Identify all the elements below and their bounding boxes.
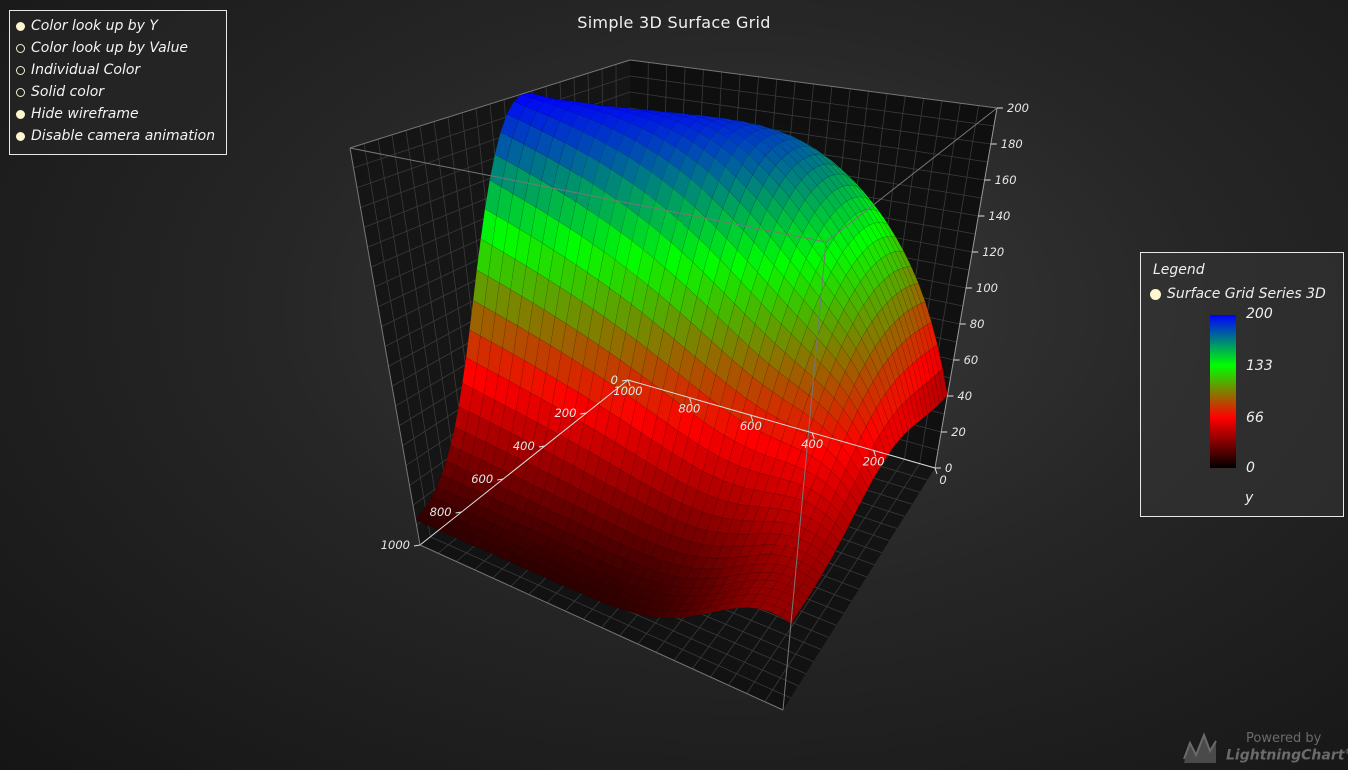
option-color-lookup-value[interactable]: Color look up by Value [10,37,226,59]
option-label: Hide wireframe [31,106,139,122]
x-tick-mark [811,432,815,439]
x-tick-mark [750,415,754,422]
legend-dot-icon [1150,288,1161,300]
legend-entry-label: Surface Grid Series 3D [1167,286,1326,302]
x-tick-label: 400 [801,437,823,451]
option-individual-color[interactable]: Individual Color [10,59,226,81]
left-wall-gridline [353,75,631,169]
z-tick-label: 200 [554,406,576,420]
y-tick-label: 80 [970,317,985,331]
y-tick-label: 120 [982,245,1004,259]
chart-frame [349,59,998,711]
x-tick-label: 800 [678,402,700,416]
left-wall-gridline [391,134,452,521]
option-label: Disable camera animation [31,128,216,144]
scale-label-min: 0 [1246,460,1255,476]
brand-mark: ® [1344,747,1348,756]
z-axis-line [419,379,629,546]
lightningchart-logo-icon [1183,732,1217,763]
radio-indicator [16,65,25,75]
surface-mesh [415,92,948,625]
options-panel: Color look up by Y Color look up by Valu… [9,10,227,155]
y-tick-label: 200 [1007,101,1029,115]
z-tick-label: 600 [471,472,493,486]
brand-name: LightningChart® [1226,747,1348,764]
lightningchart-logo[interactable]: Powered by LightningChart® [1180,727,1348,767]
frame-edge [782,241,827,711]
x-tick-label: 200 [863,454,885,468]
frame-edge [349,59,631,149]
radio-indicator [16,21,25,31]
checkbox-indicator [16,131,25,141]
floor-gridline [430,536,791,699]
z-tick-mark [538,445,545,448]
z-tick-mark [621,379,629,382]
brand-powered-text: Powered by [1246,731,1322,746]
y-tick-label: 60 [964,353,979,367]
legend-title: Legend [1153,262,1205,278]
z-tick-label: 1000 [381,538,410,552]
y-tick-label: 180 [1001,137,1023,151]
z-tick-mark [413,544,421,547]
floor-gridline [746,458,905,694]
color-scale-bar [1210,315,1236,468]
frame-edge [349,147,827,243]
frame-edge [349,147,421,546]
scale-label-low: 66 [1246,410,1264,426]
option-disable-camera-animation[interactable]: Disable camera animation [10,125,226,147]
legend-box: Legend Surface Grid Series 3D 200 133 66… [1140,252,1344,517]
y-tick-label: 140 [988,209,1010,223]
y-tick-label: 20 [951,425,966,439]
frame-edge [629,59,998,109]
z-tick-label: 0 [611,373,618,387]
z-tick-label: 800 [430,505,452,519]
option-label: Color look up by Y [31,18,158,34]
option-label: Color look up by Value [31,40,189,56]
x-tick-mark [688,397,692,404]
option-hide-wireframe[interactable]: Hide wireframe [10,103,226,125]
y-tick-label: 40 [957,389,972,403]
x-tick-mark [934,467,938,475]
frame-edge [419,544,784,711]
back-wall-gridline [629,75,994,127]
option-solid-color[interactable]: Solid color [10,81,226,103]
z-tick-mark [580,412,587,415]
chart-title: Simple 3D Surface Grid [577,13,771,32]
scale-unit-label: y [1245,490,1254,506]
x-tick-label: 1000 [613,384,642,398]
brand-name-text: LightningChart [1226,747,1345,764]
radio-indicator [16,43,25,53]
option-label: Solid color [31,84,105,100]
x-tick-label: 600 [740,419,762,433]
z-tick-mark [497,478,504,481]
z-tick-label: 400 [513,439,535,453]
legend-entry[interactable]: Surface Grid Series 3D [1150,286,1326,302]
scale-label-max: 200 [1246,306,1273,322]
y-tick-label: 0 [945,461,952,475]
option-label: Individual Color [31,62,141,78]
x-tick-mark [627,379,631,387]
left-wall-gridline [363,143,431,537]
left-wall-gridline [377,139,442,529]
z-tick-mark [455,511,462,514]
x-tick-mark [873,450,877,457]
frame-edge [825,107,998,243]
option-color-lookup-y[interactable]: Color look up by Y [10,15,226,37]
axis-ticks: 0 20 40 60 80 100 120 140 160 180 200 0 200 400 600 800… [381,101,1029,552]
x-tick-label: 0 [939,473,946,487]
checkbox-indicator [16,109,25,119]
radio-indicator [16,87,25,97]
floor-gridline [764,463,920,702]
scale-label-high: 133 [1246,358,1273,374]
y-tick-label: 100 [976,281,998,295]
back-wall-gridline [629,91,991,145]
y-tick-label: 160 [995,173,1017,187]
x-axis-line [627,379,936,469]
